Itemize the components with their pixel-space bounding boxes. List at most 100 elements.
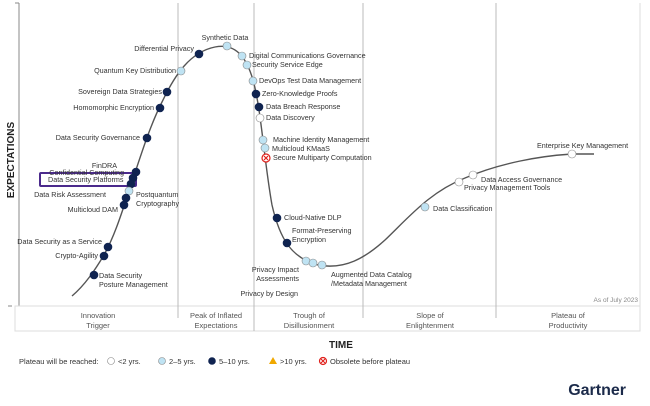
phase-label: Innovation (81, 311, 116, 320)
technology-label: Secure Multiparty Computation (273, 153, 372, 162)
technology-label: Privacy Management Tools (464, 183, 551, 192)
marker-2to5 (248, 76, 258, 86)
phase-label: Slope of (416, 311, 444, 320)
technology-label: Data Classification (433, 204, 493, 213)
technology-label: Data Security (99, 271, 143, 280)
legend-item-label: >10 yrs. (280, 357, 307, 366)
phase-label: Enlightenment (406, 321, 455, 330)
technology-label: Security Service Edge (252, 60, 323, 69)
technology-label: Zero-Knowledge Proofs (262, 89, 338, 98)
technology-label: Machine Identity Management (273, 135, 369, 144)
phase-label: Trough of (293, 311, 326, 320)
marker-5to10 (272, 213, 282, 223)
technology-data-classification: Data Classification (420, 202, 493, 213)
technology-label: Format-Preserving (292, 226, 352, 235)
technology-crypto-agility: Crypto-Agility (55, 251, 109, 261)
marker-5to10 (254, 102, 264, 112)
marker-2to5 (260, 143, 270, 153)
technology-quantum-key-distribution: Quantum Key Distribution (94, 66, 186, 76)
technology-label: Differential Privacy (134, 44, 194, 53)
circle-icon (158, 357, 166, 365)
technology-label: Postquantum (136, 190, 178, 199)
marker-2to5 (308, 258, 318, 268)
technology-devops-test-data-management: DevOps Test Data Management (248, 76, 361, 86)
technology-data-breach-response: Data Breach Response (254, 102, 340, 112)
technology-enterprise-key-management: Enterprise Key Management (537, 141, 628, 159)
technology-machine-identity-management: Machine Identity Management (258, 135, 369, 145)
technology-homomorphic-encryption: Homomorphic Encryption (73, 103, 165, 113)
y-axis-label: EXPECTATIONS (6, 122, 17, 199)
technology-label: Data Breach Response (266, 102, 340, 111)
marker-lt2 (468, 170, 478, 180)
legend-item-label: <2 yrs. (118, 357, 141, 366)
technology-label: Data Risk Assessment (34, 190, 106, 199)
technology-label: Multicloud DAM (68, 205, 118, 214)
technology-label: Augmented Data Catalog (331, 270, 412, 279)
marker-5to10 (99, 251, 109, 261)
marker-2to5 (317, 260, 327, 270)
technology-zero-knowledge-proofs: Zero-Knowledge Proofs (251, 89, 338, 99)
phase-label: Peak of Inflated (190, 311, 242, 320)
technology-security-service-edge: Security Service Edge (242, 60, 323, 70)
technology-label: FinDRA (92, 161, 117, 170)
technology-markers: Synthetic Data Differential Privacy Quantu… (17, 33, 628, 298)
marker-5to10 (119, 200, 129, 210)
technology-secure-multiparty-computation: Secure Multiparty Computation (261, 153, 372, 163)
marker-2to5 (222, 41, 232, 51)
marker-5to10 (89, 270, 99, 280)
technology-label: Multicloud KMaaS (272, 144, 330, 153)
marker-lt2 (255, 113, 265, 123)
marker-2to5 (176, 66, 186, 76)
technology-label: Crypto-Agility (55, 251, 98, 260)
technology-label: Privacy Impact (252, 265, 299, 274)
obsolete-x (320, 358, 326, 364)
marker-5to10 (194, 49, 204, 59)
legend: Plateau will be reached: <2 yrs. 2–5 yrs. 5… (19, 356, 410, 366)
plot-frame (8, 2, 641, 332)
technology-differential-privacy: Differential Privacy (134, 44, 204, 59)
x-axis-label: TIME (329, 340, 353, 351)
technology-data-risk-assessment: Data Risk Assessment (34, 190, 131, 203)
legend-item-label: 5–10 yrs. (219, 357, 250, 366)
technology-label: Cryptography (136, 199, 180, 208)
technology-label: /Metadata Management (331, 279, 407, 288)
technology-sovereign-data-strategies: Sovereign Data Strategies (78, 87, 172, 97)
circle-icon (208, 357, 216, 365)
technology-label: Data Security Governance (56, 133, 140, 142)
marker-2to5 (237, 51, 247, 61)
technology-label: Assessments (256, 274, 299, 283)
technology-label: Data Security as a Service (17, 237, 102, 246)
phase-label: Plateau of (551, 311, 586, 320)
technology-data-security-as-a-service: Data Security as a Service (17, 237, 113, 252)
marker-5to10 (251, 89, 261, 99)
phase-label: Trigger (86, 321, 110, 330)
marker-5to10 (282, 238, 292, 248)
technology-label: Encryption (292, 235, 326, 244)
technology-augmented-data-catalog-metadata-management: Augmented Data Catalog/Metadata Manageme… (317, 260, 412, 288)
gartner-logo: Gartner (568, 382, 626, 399)
technology-data-access-governance: Data Access Governance (468, 170, 562, 184)
technology-label: Sovereign Data Strategies (78, 87, 162, 96)
technology-label: Digital Communications Governance (249, 51, 366, 60)
technology-label: Homomorphic Encryption (73, 103, 154, 112)
technology-label: Quantum Key Distribution (94, 66, 176, 75)
technology-label: DevOps Test Data Management (259, 76, 361, 85)
technology-privacy-management-tools: Privacy Management Tools (454, 177, 551, 192)
technology-label: Data Discovery (266, 113, 315, 122)
circle-icon (107, 357, 115, 365)
phase-label: Disillusionment (284, 321, 335, 330)
technology-label: Privacy by Design (240, 289, 298, 298)
marker-5to10 (142, 133, 152, 143)
technology-multicloud-dam: Multicloud DAM (68, 200, 129, 214)
technology-synthetic-data: Synthetic Data (202, 33, 249, 51)
marker-5to10 (103, 242, 113, 252)
technology-label: Confidential Computing (49, 168, 124, 177)
technology-multicloud-kmaas: Multicloud KMaaS (260, 143, 330, 153)
marker-2to5 (420, 202, 430, 212)
technology-label: Synthetic Data (202, 33, 249, 42)
